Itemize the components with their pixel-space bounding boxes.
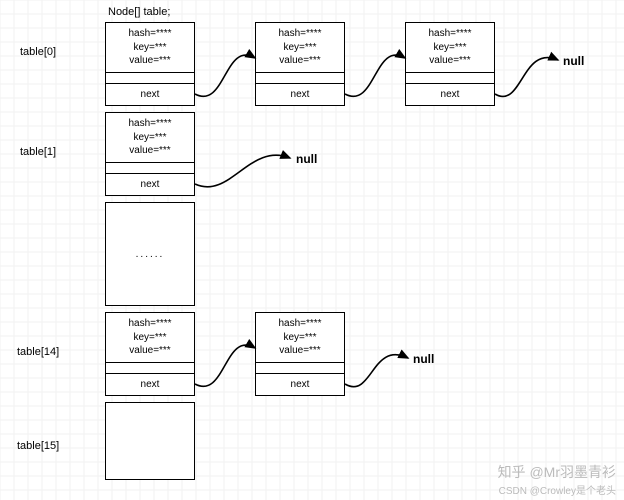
- next-pointer-arrow: [195, 55, 255, 96]
- next-pointer-arrow: [345, 55, 405, 96]
- next-pointer-arrow: [345, 355, 408, 387]
- watermark-zhihu: 知乎 @Mr羽墨青衫: [498, 462, 616, 482]
- next-pointer-arrow: [195, 155, 290, 187]
- arrows-layer: [0, 0, 624, 500]
- next-pointer-arrow: [495, 57, 558, 96]
- watermark-csdn: CSDN @Crowley是个老头: [499, 482, 616, 497]
- next-pointer-arrow: [195, 345, 255, 386]
